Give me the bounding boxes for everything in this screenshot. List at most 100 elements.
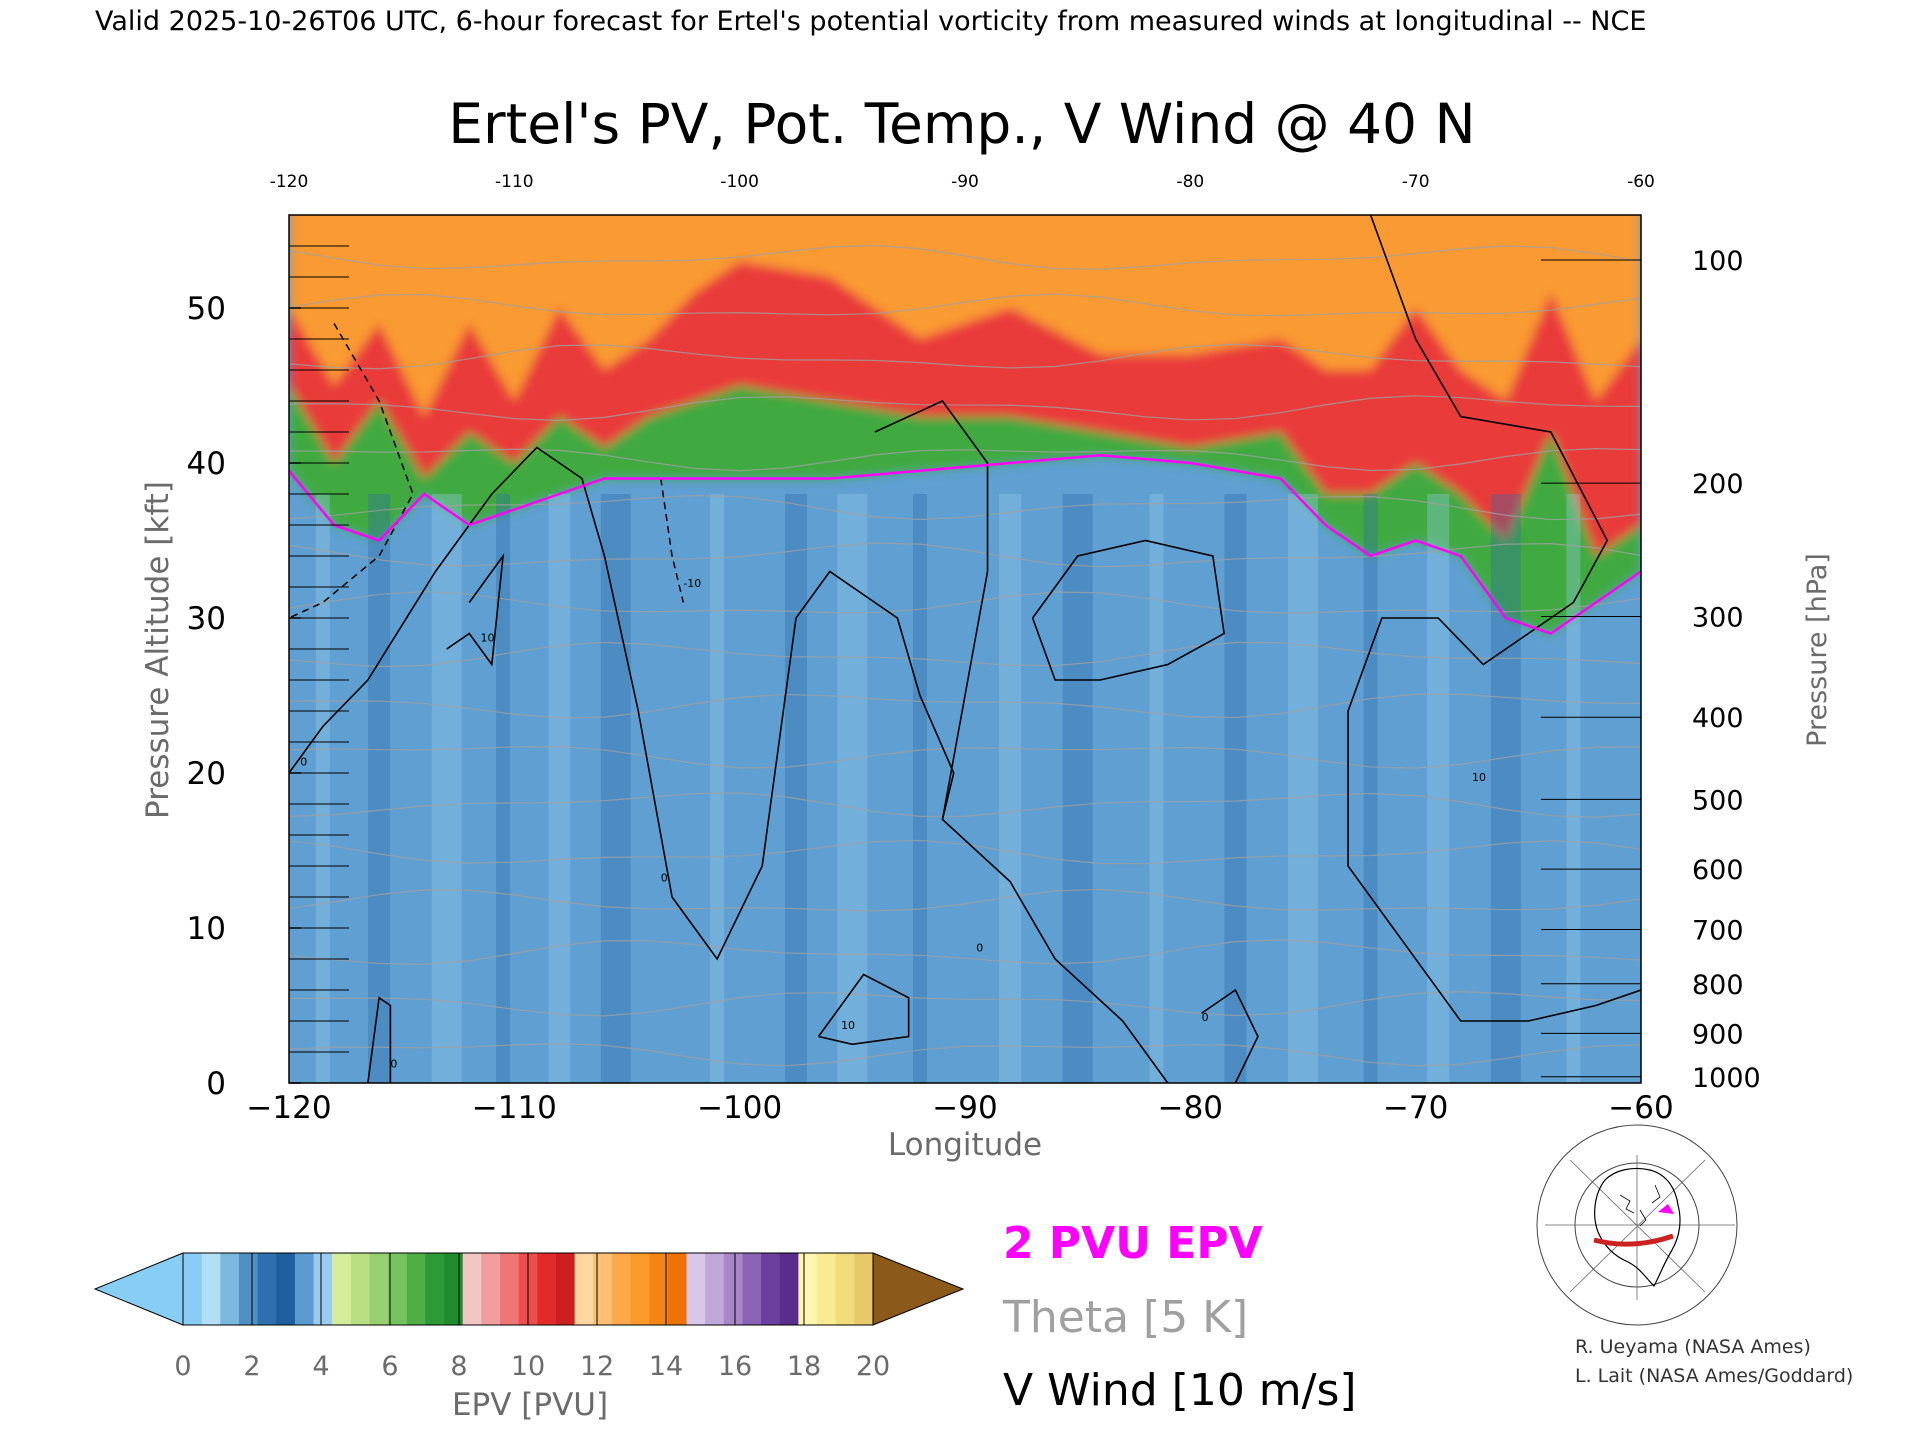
locator-map <box>1536 1124 1738 1326</box>
x-tick-label: −110 <box>472 1090 557 1126</box>
colorbar-over-arrow <box>872 1252 965 1326</box>
colorbar-swatch <box>294 1253 315 1325</box>
theta-contour <box>289 494 1641 521</box>
plot-area: 0 0 0 0 0 10 10 10 -10 <box>288 214 1642 1084</box>
colorbar-under-arrow <box>93 1252 184 1326</box>
colorbar-tick-label: 14 <box>649 1351 683 1382</box>
colorbar-swatch <box>257 1253 278 1325</box>
colorbar-tick-label: 6 <box>381 1351 398 1382</box>
colorbar-swatch <box>276 1253 296 1325</box>
altitude-ticks <box>289 245 349 1084</box>
y-tick-label: 30 <box>187 601 226 637</box>
theta-contour <box>289 641 1641 668</box>
colorbar-swatch <box>388 1253 408 1325</box>
colorbar-tick-labels: 0 2 4 6 8 10 12 14 16 18 20 <box>174 1351 890 1382</box>
colorbar-swatch <box>593 1253 613 1325</box>
theta-contour <box>289 343 1641 370</box>
colorbar-swatch <box>854 1253 874 1325</box>
v-wind-contour <box>289 446 1169 1083</box>
x-tick-label: −70 <box>1383 1090 1448 1126</box>
theta-contour <box>289 792 1641 818</box>
v-wind-contour <box>1031 539 1226 681</box>
v-wind-contour <box>1201 988 1259 1083</box>
colorbar-tick-label: 16 <box>718 1351 752 1382</box>
theta-contour <box>289 448 1641 472</box>
colorbar-swatch <box>425 1253 446 1325</box>
colorbar-swatch <box>406 1253 427 1325</box>
colorbar-tick-label: 18 <box>787 1351 821 1382</box>
pressure-tick-label: 700 <box>1692 916 1744 947</box>
epv-streak <box>1427 494 1450 1083</box>
x-top-tick-label: -70 <box>1402 172 1430 192</box>
epv-streak <box>496 494 511 1083</box>
pressure-tick-label: 900 <box>1692 1019 1744 1050</box>
x-top-tick-label: -110 <box>495 172 534 192</box>
epv-streak <box>999 494 1022 1083</box>
x-tick-label: −120 <box>246 1090 331 1126</box>
v-wind-negative-contour <box>289 323 414 619</box>
v-wind-contour <box>874 399 989 820</box>
credit-line-1: R. Ueyama (NASA Ames) <box>1575 1336 1811 1358</box>
colorbar-swatch <box>667 1253 688 1325</box>
colorbar-swatch <box>369 1253 390 1325</box>
theta-contour <box>289 939 1641 965</box>
colorbar-tick-label: 2 <box>243 1351 260 1382</box>
colorbar-swatch <box>332 1253 352 1325</box>
map-marker-icon <box>1658 1204 1674 1214</box>
y-tick-label: 0 <box>206 1066 226 1102</box>
y-axis-label: Pressure Altitude [kft] <box>140 481 176 819</box>
theta-contour <box>289 244 1641 270</box>
x-top-tick-label: -90 <box>951 172 979 192</box>
y-tick-label: 10 <box>187 911 226 947</box>
colorbar-swatch <box>779 1253 800 1325</box>
v-wind-contour <box>367 996 392 1083</box>
theta-contour <box>289 293 1641 317</box>
v-wind-contour <box>817 973 910 1046</box>
pressure-tick-labels: 100 200 300 400 500 600 700 800 900 1000 <box>1692 246 1761 1094</box>
pressure-tick-label: 800 <box>1692 970 1744 1001</box>
x-tick-labels: −120 −110 −100 −90 −80 −70 −60 <box>246 1090 1673 1126</box>
colorbar-swatch <box>798 1253 819 1325</box>
colorbar-tick-label: 12 <box>580 1351 614 1382</box>
legend-theta: Theta [5 K] <box>1002 1292 1248 1343</box>
colorbar-swatch <box>183 1253 203 1325</box>
theta-contour <box>289 839 1641 865</box>
valid-time-header: Valid 2025-10-26T06 UTC, 6-hour forecast… <box>95 6 1646 37</box>
v-wind-negative-contour <box>660 478 685 603</box>
epv-band-red <box>289 261 1641 556</box>
theta-contour <box>289 591 1641 614</box>
contour-label: 0 <box>976 941 983 954</box>
epv-streak <box>368 494 391 1083</box>
legend-vwind: V Wind [10 m/s] <box>1003 1365 1357 1416</box>
theta-contours <box>289 244 1641 1067</box>
continent-outline <box>1594 1167 1681 1287</box>
epv-streak <box>1062 494 1093 1083</box>
x-top-tick-label: -120 <box>270 172 309 192</box>
contour-label: 0 <box>661 872 668 885</box>
x-axis-label: Longitude <box>888 1127 1042 1163</box>
epv-streak <box>315 494 330 1083</box>
pressure-ticks <box>1541 259 1641 1078</box>
v-wind-contours: 0 0 0 0 0 10 10 10 -10 <box>289 215 1641 1083</box>
pressure-tick-label: 100 <box>1692 246 1744 277</box>
colorbar-swatch <box>705 1253 725 1325</box>
theta-contour <box>289 991 1641 1017</box>
x-tick-label: −60 <box>1608 1090 1673 1126</box>
colorbar-swatch <box>201 1253 222 1325</box>
epv-streak <box>912 494 927 1083</box>
theta-contour <box>289 746 1641 769</box>
contour-label: 0 <box>1202 1011 1209 1024</box>
theta-contour <box>289 395 1641 422</box>
colorbar-swatch <box>537 1253 557 1325</box>
contour-label: 10 <box>1472 771 1486 784</box>
epv-streak <box>548 494 571 1083</box>
colorbar-swatch <box>574 1253 595 1325</box>
two-pvu-contour <box>289 453 1641 635</box>
credit-line-2: L. Lait (NASA Ames/Goddard) <box>1575 1365 1853 1387</box>
colorbar-tick-label: 10 <box>511 1351 545 1382</box>
epv-band-orange <box>289 215 1641 417</box>
contour-label: -10 <box>683 577 701 590</box>
pressure-tick-label: 600 <box>1692 855 1744 886</box>
colorbar-swatch <box>481 1253 502 1325</box>
y-tick-label: 40 <box>187 446 226 482</box>
